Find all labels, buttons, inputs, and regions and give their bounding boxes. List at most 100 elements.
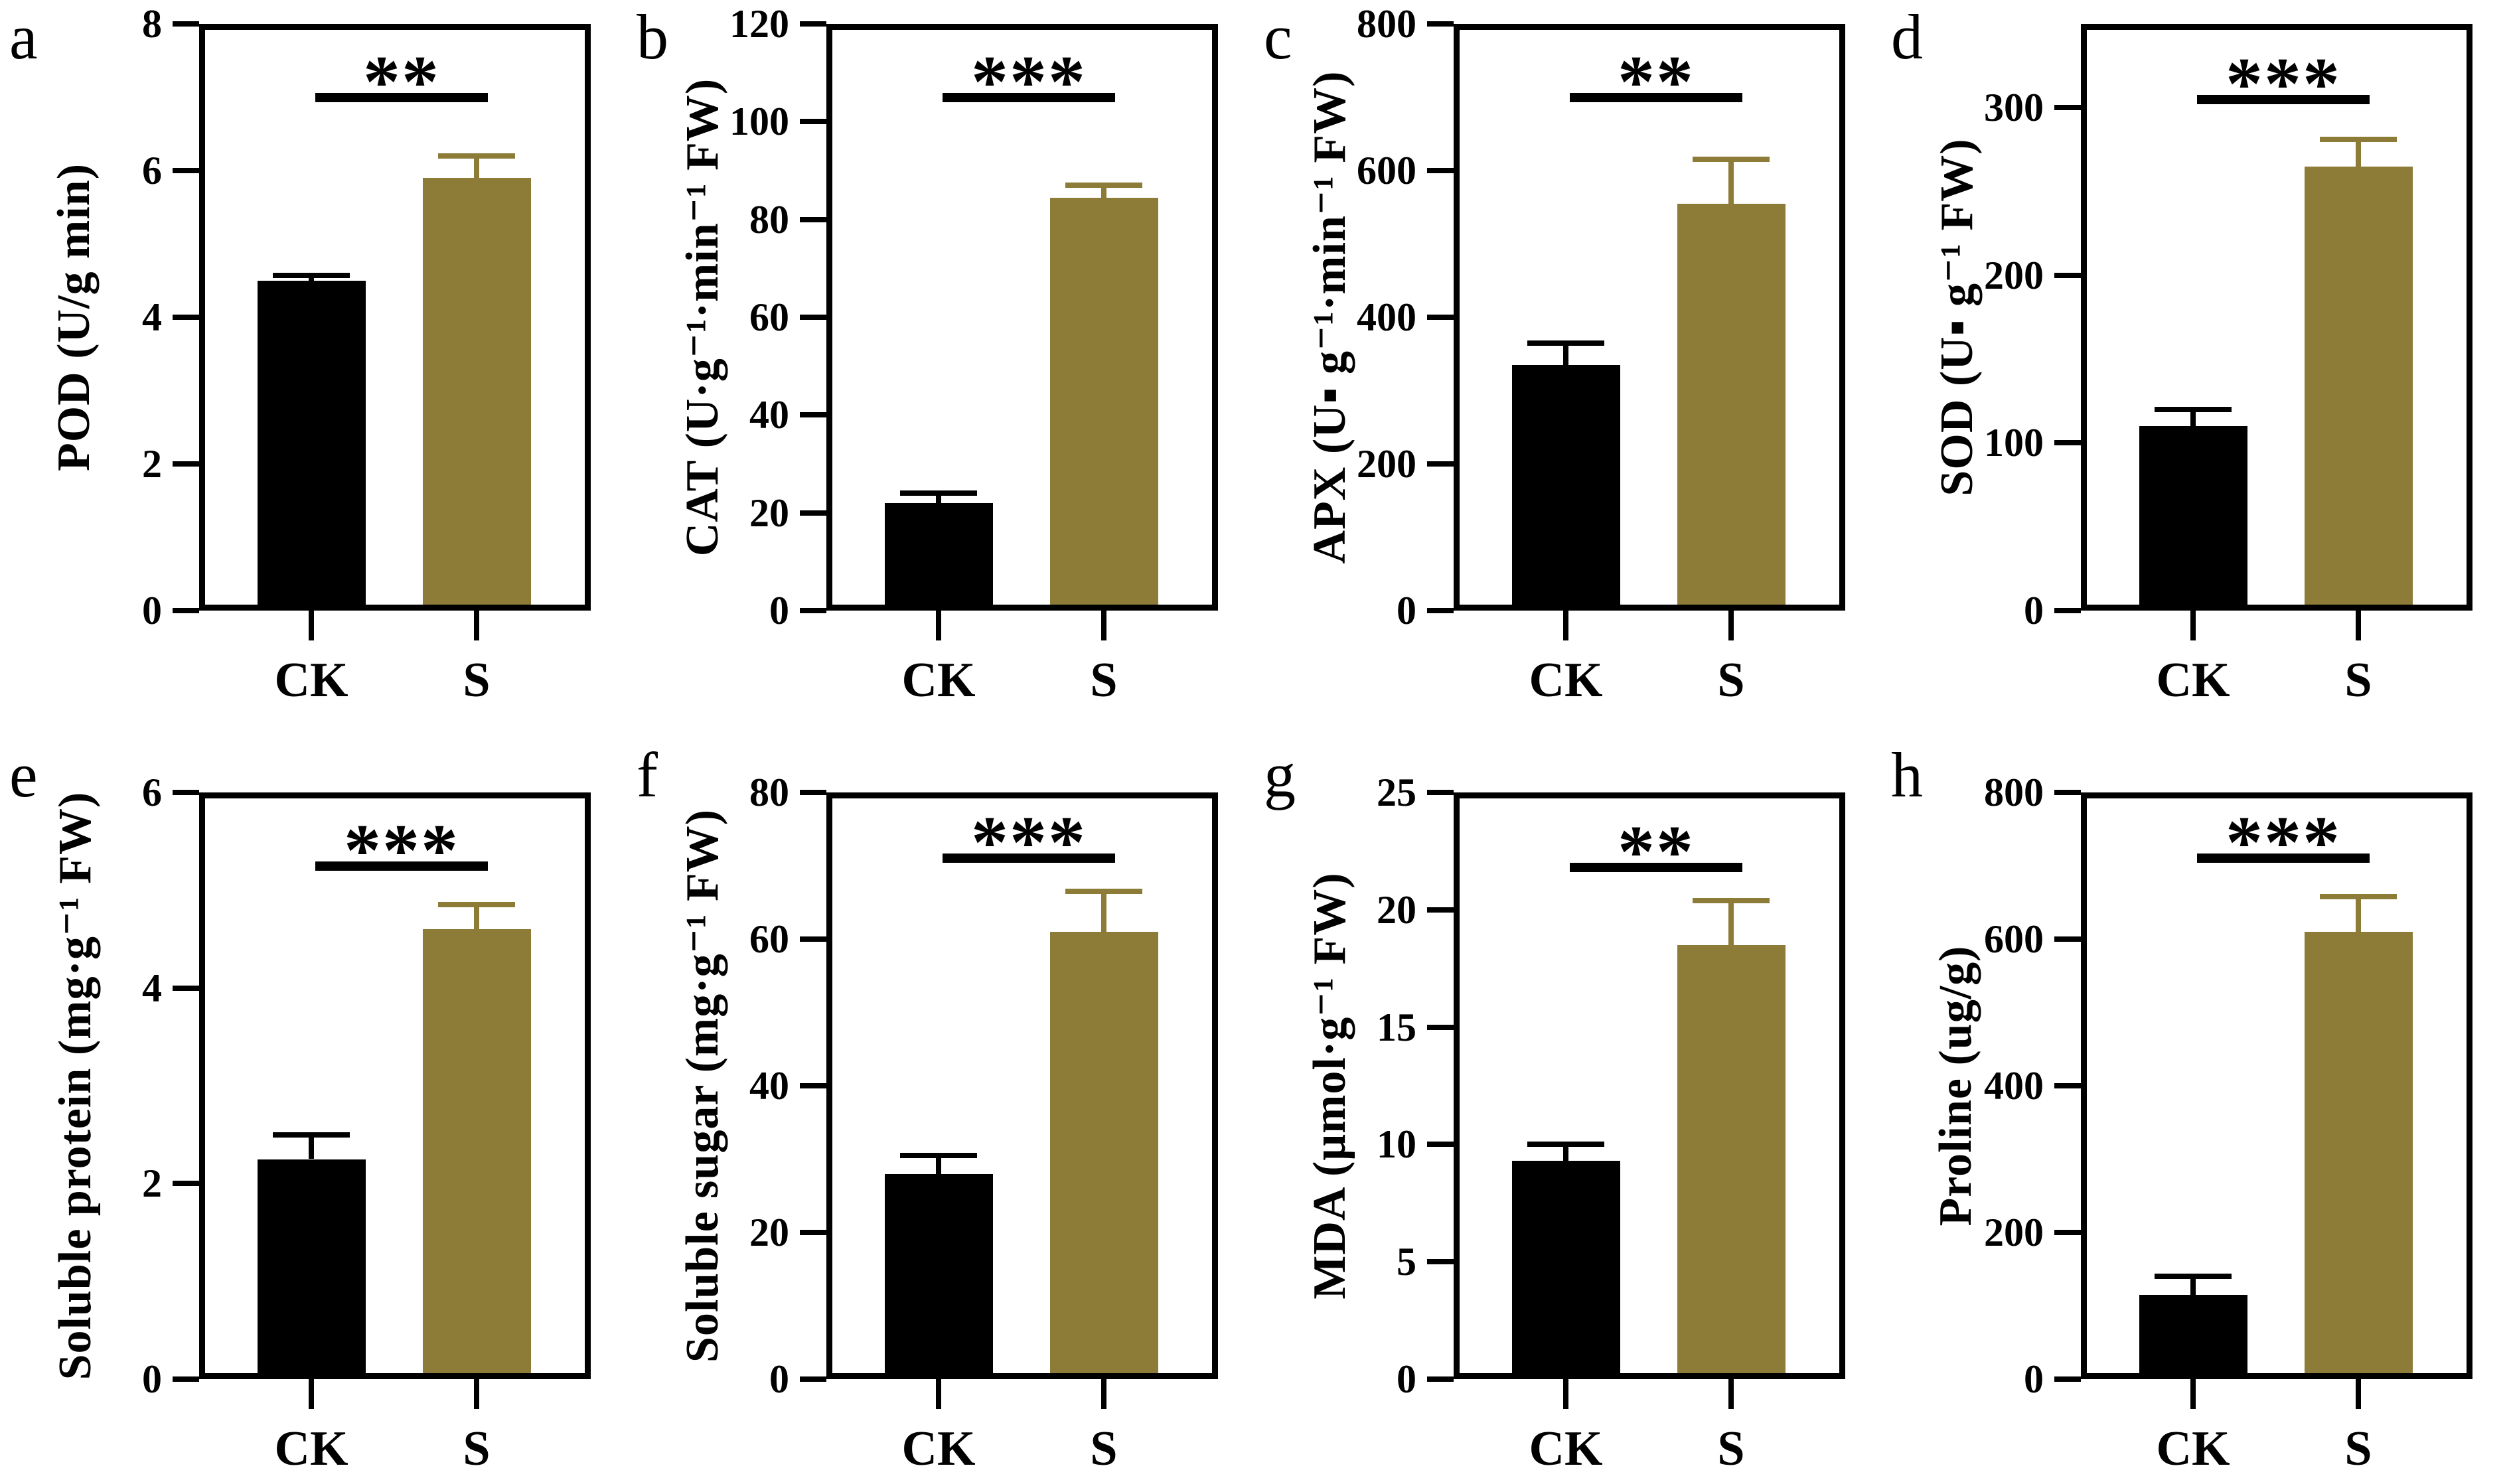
y-tick-label: 40 — [749, 393, 789, 437]
error-bar-cap — [1527, 1142, 1604, 1148]
x-tick-mark — [936, 611, 941, 640]
error-bar-stem — [1563, 1144, 1568, 1161]
y-tick-mark — [1427, 790, 1454, 795]
y-tick-mark — [800, 790, 826, 795]
panel-letter: g — [1264, 739, 1296, 810]
error-bar-stem — [2190, 409, 2196, 427]
y-tick-label: 25 — [1377, 771, 1416, 814]
chart-panel-f: f Soluble sugar (mg·g⁻¹ FW) 0 20 40 60 80 CK S **… — [627, 726, 1254, 1476]
significance-stars: *** — [971, 802, 1087, 885]
x-axis-label-s: S — [1090, 653, 1118, 707]
x-tick-mark — [2190, 1379, 2196, 1409]
y-axis-title: MDA (μmol·g⁻¹ FW) — [1304, 872, 1355, 1299]
significance-stars: ** — [1618, 811, 1695, 894]
y-tick-label: 0 — [2024, 1357, 2044, 1401]
significance-stars: *** — [2226, 802, 2341, 885]
error-bar-cap — [1693, 157, 1770, 163]
x-tick-mark — [474, 611, 479, 640]
bar-ck — [2139, 1294, 2247, 1373]
x-axis-label-ck: CK — [274, 653, 348, 707]
y-tick-mark — [173, 168, 199, 173]
x-axis-label-s: S — [2344, 1422, 2372, 1476]
y-tick-mark — [173, 1181, 199, 1187]
y-tick-label: 10 — [1377, 1122, 1416, 1167]
y-tick-mark — [800, 119, 826, 125]
error-bar-stem — [936, 493, 941, 503]
y-tick-label: 80 — [749, 771, 789, 814]
y-tick-label: 8 — [142, 2, 162, 46]
y-tick-mark — [1427, 1142, 1454, 1148]
y-tick-label: 800 — [1984, 771, 2044, 814]
error-bar-cap — [900, 490, 977, 496]
significance-line — [315, 861, 489, 871]
panel-letter: c — [1264, 1, 1292, 72]
y-tick-label: 0 — [769, 1357, 789, 1401]
y-tick-label: 20 — [749, 490, 789, 535]
significance-stars: ** — [1618, 40, 1695, 123]
y-tick-mark — [2054, 105, 2081, 111]
error-bar-cap — [2320, 137, 2397, 143]
y-tick-mark — [2054, 608, 2081, 613]
y-tick-mark — [800, 412, 826, 418]
panel-letter: e — [9, 739, 38, 810]
y-tick-mark — [173, 1376, 199, 1382]
y-tick-label: 600 — [1984, 917, 2044, 961]
x-tick-mark — [1101, 611, 1106, 640]
bar-s — [1677, 203, 1786, 605]
bar-ck — [884, 502, 993, 605]
chart-panel-g: g MDA (μmol·g⁻¹ FW) 0 5 10 15 20 25 CK S ** — [1254, 726, 1882, 1476]
panel-letter: a — [9, 1, 38, 72]
bar-s — [2304, 166, 2413, 605]
y-tick-mark — [800, 1230, 826, 1235]
error-bar-cap — [2320, 893, 2397, 899]
y-tick-label: 4 — [142, 295, 162, 339]
x-axis-label-ck: CK — [901, 1422, 976, 1476]
y-tick-mark — [173, 985, 199, 991]
y-tick-mark — [800, 1083, 826, 1088]
x-axis-label-ck: CK — [274, 1422, 348, 1476]
x-tick-mark — [1728, 1379, 1734, 1409]
y-tick-label: 0 — [1397, 1357, 1416, 1401]
chart-panel-h: h Proline (ug/g) 0 200 400 600 800 CK S *** — [1882, 726, 2509, 1476]
y-tick-label: 0 — [142, 589, 162, 632]
y-tick-mark — [2054, 790, 2081, 795]
x-tick-mark — [474, 1379, 479, 1409]
y-tick-mark — [800, 1376, 826, 1382]
x-axis-label-ck: CK — [1529, 653, 1603, 707]
error-bar-cap — [1065, 183, 1142, 188]
y-tick-label: 80 — [749, 197, 789, 242]
panel-letter: f — [637, 739, 658, 810]
y-tick-label: 300 — [1984, 86, 2044, 130]
bar-s — [422, 929, 531, 1373]
y-tick-mark — [1427, 461, 1454, 467]
significance-line — [1569, 92, 1743, 102]
y-tick-mark — [1427, 608, 1454, 613]
bar-ck — [1511, 1161, 1620, 1373]
y-tick-label: 6 — [142, 149, 162, 192]
error-bar-cap — [2155, 406, 2232, 412]
y-tick-mark — [1427, 1024, 1454, 1030]
x-tick-mark — [2190, 611, 2196, 640]
y-tick-mark — [1427, 168, 1454, 173]
y-tick-label: 40 — [749, 1064, 789, 1108]
x-tick-mark — [2356, 1379, 2361, 1409]
significance-stars: ** — [363, 40, 440, 123]
error-bar-stem — [1101, 891, 1106, 932]
significance-stars: *** — [971, 40, 1087, 123]
y-tick-mark — [1427, 21, 1454, 27]
y-tick-mark — [800, 216, 826, 222]
bar-s — [1677, 944, 1786, 1373]
y-tick-label: 5 — [1397, 1240, 1416, 1284]
y-tick-label: 20 — [749, 1211, 789, 1254]
x-axis-label-ck: CK — [2156, 653, 2230, 707]
y-tick-label: 0 — [769, 589, 789, 632]
error-bar-stem — [2356, 896, 2361, 932]
y-tick-label: 2 — [142, 1161, 162, 1206]
y-tick-mark — [1427, 907, 1454, 913]
panel-letter: d — [1891, 1, 1923, 72]
y-tick-mark — [800, 608, 826, 613]
y-tick-label: 100 — [729, 100, 789, 144]
x-tick-mark — [1563, 611, 1568, 640]
error-bar-cap — [438, 153, 515, 159]
bar-s — [2304, 931, 2413, 1373]
